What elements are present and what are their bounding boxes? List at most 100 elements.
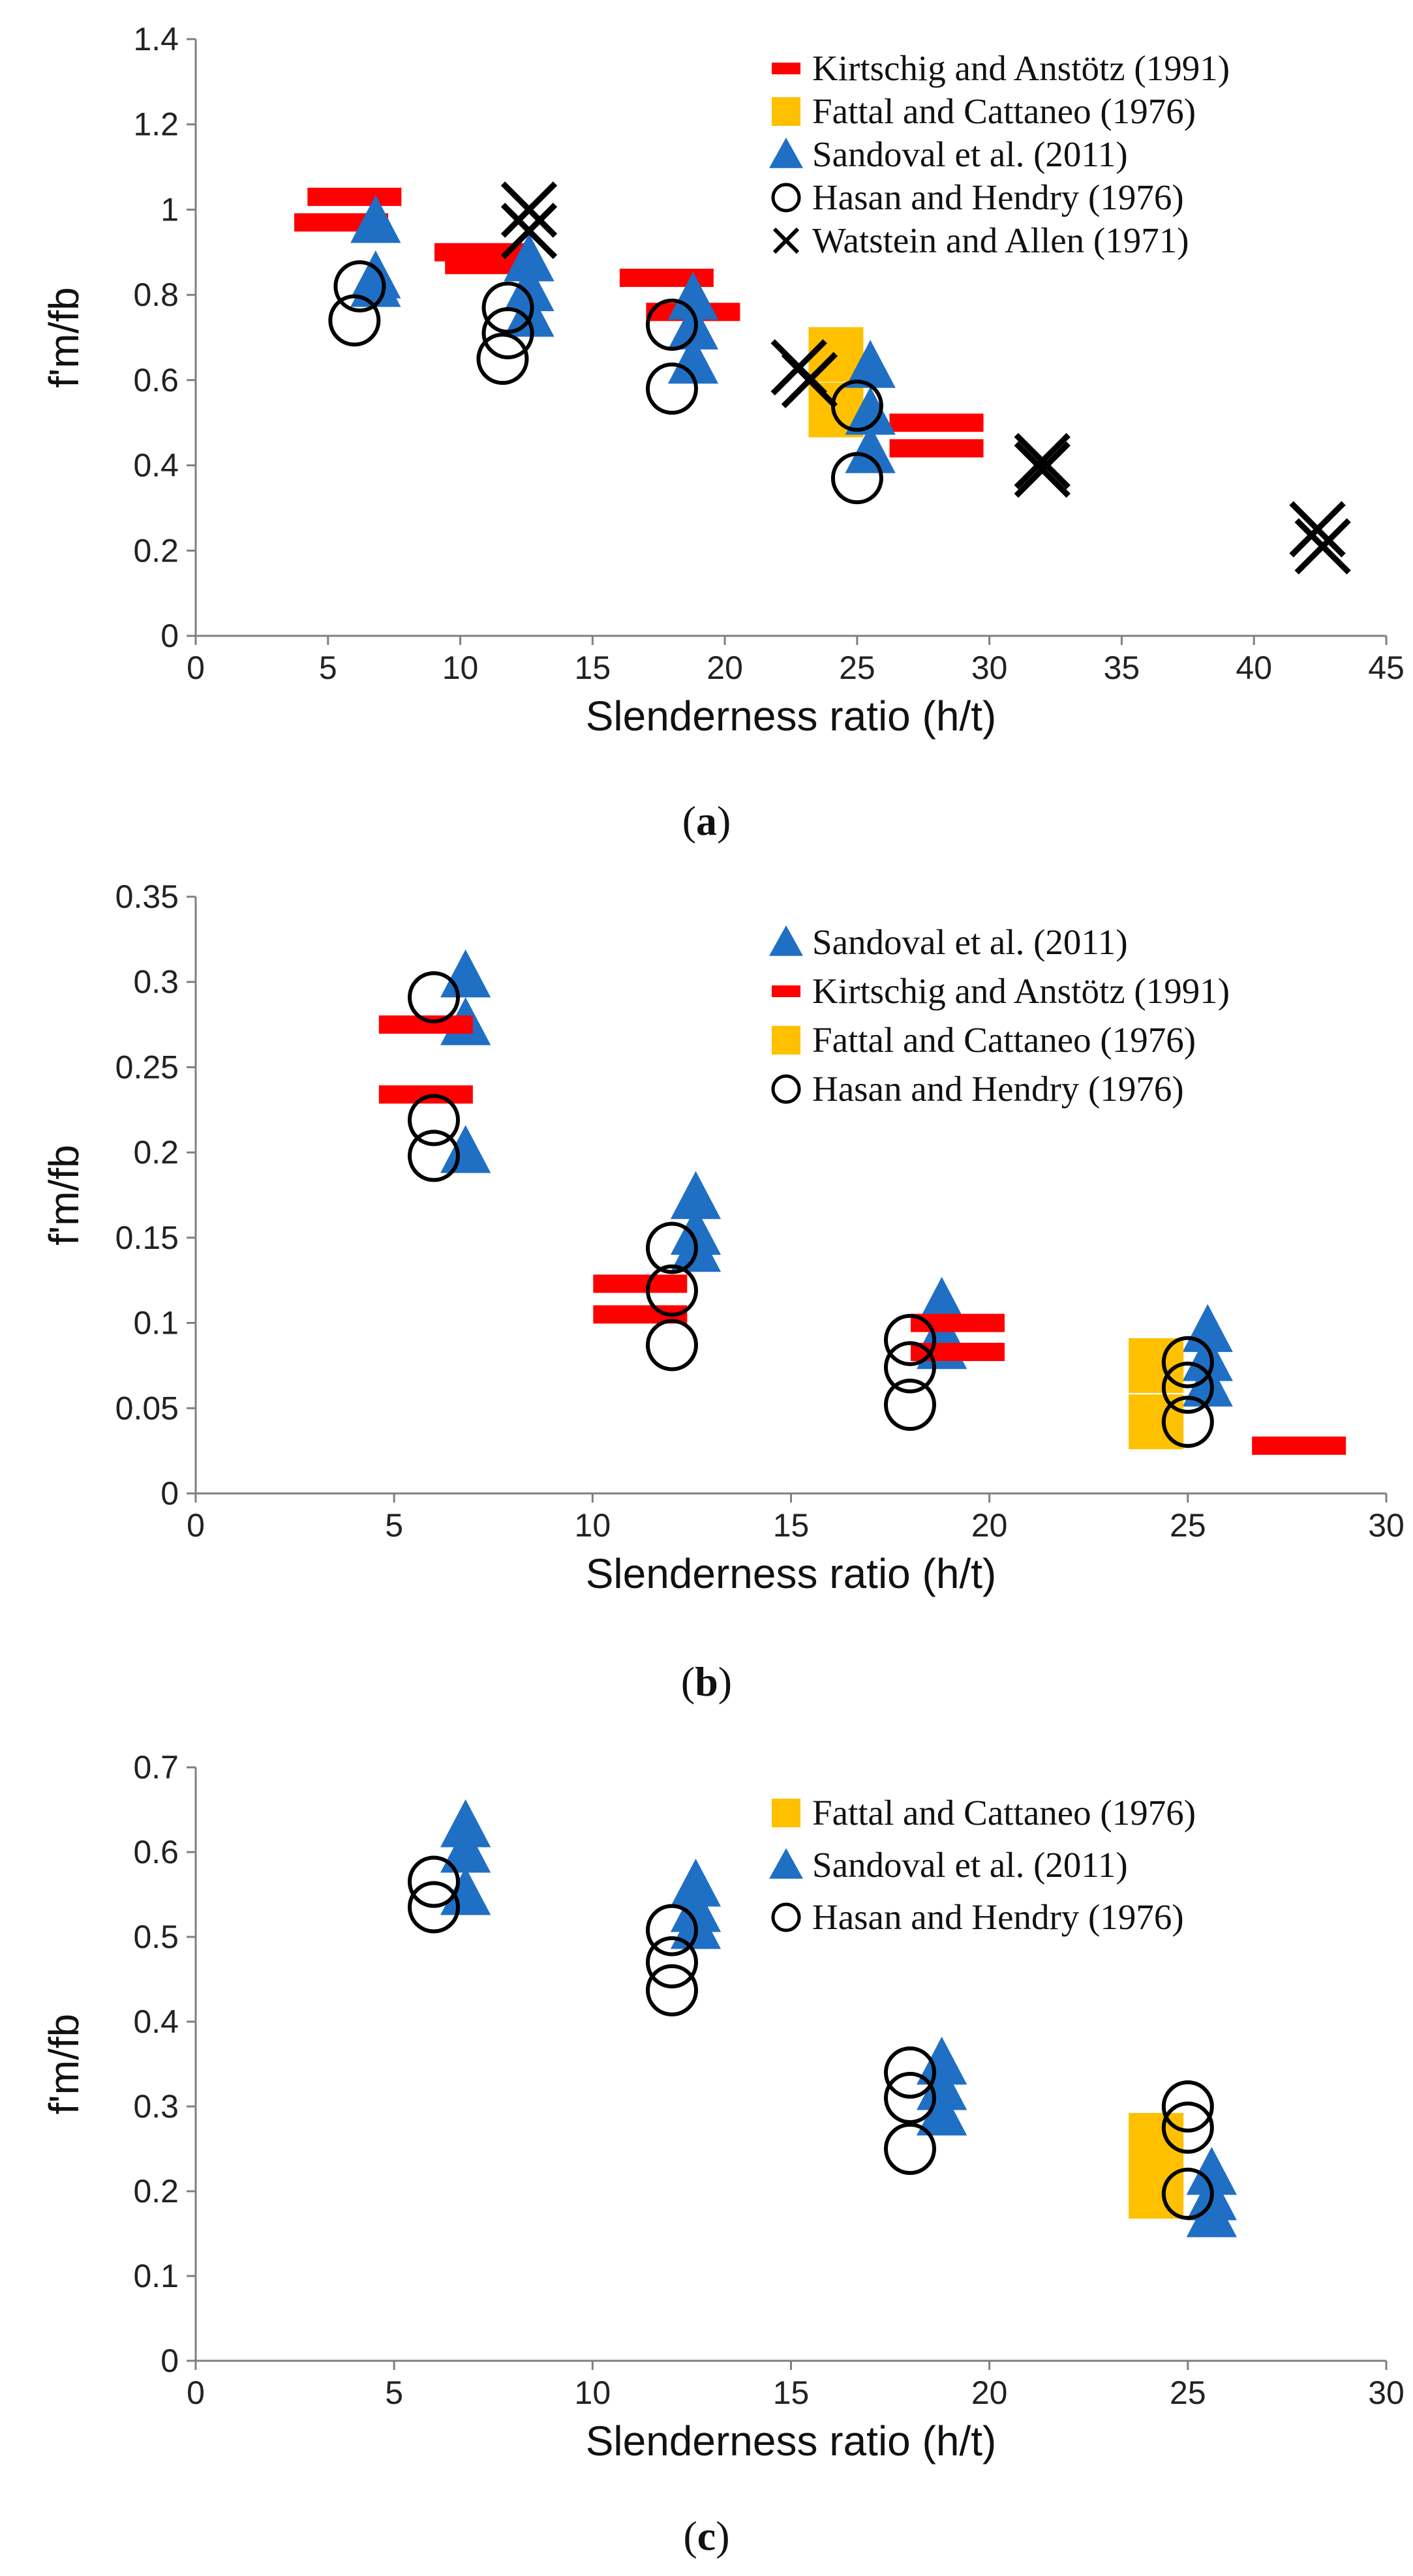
- legend-entry: Kirtschig and Anstötz (1991): [812, 48, 1230, 88]
- panel-label: (c): [683, 2513, 729, 2559]
- data-point-triangle: [1186, 2147, 1237, 2195]
- data-point-circle: [646, 1936, 698, 1988]
- legend-entry: Sandoval et al. (2011): [812, 134, 1128, 174]
- x-tick-label: 30: [971, 650, 1008, 686]
- legend-entry: Fattal and Cattaneo (1976): [812, 1793, 1196, 1833]
- x-tick-label: 30: [1368, 2374, 1405, 2411]
- y-tick-label: 0.4: [133, 2003, 179, 2040]
- x-tick-label: 15: [773, 1507, 810, 1544]
- y-tick-label: 1: [160, 191, 179, 228]
- data-point-dash: [889, 413, 984, 432]
- data-point-circle: [481, 307, 534, 359]
- data-point-circle: [408, 1130, 460, 1182]
- data-point-circle: [646, 1904, 698, 1956]
- y-tick-label: 0.2: [133, 2173, 179, 2209]
- legend-entry: Sandoval et al. (2011): [812, 922, 1128, 962]
- y-tick-label: 0.6: [133, 1834, 179, 1870]
- data-point-x: [1014, 441, 1071, 498]
- legend: Sandoval et al. (2011) Kirtschig and Anst…: [769, 922, 1230, 1109]
- x-axis-title: Slenderness ratio (h/t): [586, 693, 997, 740]
- data-point-dash: [307, 187, 402, 206]
- y-tick-label: 0.2: [133, 532, 179, 569]
- x-axis-title: Slenderness ratio (h/t): [586, 1550, 997, 1597]
- x-tick-label: 10: [442, 650, 479, 686]
- x-tick-label: 5: [385, 1507, 403, 1544]
- chart-panel-a: 0 0.2 0.4 0.6 0.8 1 1.2 1.4 0 5 10 15 20 25 30 35 40 45 Sl…: [40, 21, 1405, 844]
- data-point-triangle: [350, 259, 401, 307]
- data-point-circle: [646, 298, 698, 351]
- legend-marker: [772, 985, 800, 997]
- data-point-circle: [1161, 1336, 1214, 1388]
- panel-label: (b): [681, 1658, 732, 1705]
- data-point-circle: [646, 362, 698, 415]
- y-tick-label: 1.4: [133, 21, 179, 57]
- x-tick-label: 30: [1368, 1507, 1405, 1544]
- series-x: [500, 181, 1351, 575]
- legend-marker: [771, 1902, 801, 1932]
- y-tick-label: 0.4: [133, 447, 179, 484]
- y-tick-label: 0.3: [133, 964, 179, 1000]
- data-point-circle: [1161, 2080, 1214, 2133]
- data-point-triangle: [845, 425, 896, 473]
- data-point-x: [781, 352, 838, 409]
- data-point-circle: [884, 2046, 936, 2099]
- data-point-triangle: [667, 271, 719, 320]
- series-square: [1129, 1338, 1184, 1450]
- y-tick-label: 0.05: [115, 1390, 179, 1426]
- series-circle: [408, 971, 1214, 1448]
- y-tick-label: 0: [160, 1475, 179, 1512]
- y-tick-label: 0.1: [133, 2258, 179, 2294]
- data-point-circle: [1161, 2101, 1214, 2154]
- data-point-triangle: [845, 387, 896, 435]
- x-axis-title: Slenderness ratio (h/t): [586, 2418, 997, 2464]
- data-point-circle: [646, 1964, 698, 2016]
- data-point-circle: [884, 1313, 936, 1366]
- data-point-circle: [408, 1881, 460, 1934]
- legend-marker: [771, 1074, 801, 1104]
- data-point-triangle: [667, 301, 719, 350]
- x-tick-label: 0: [187, 2374, 205, 2411]
- y-tick-label: 0.6: [133, 362, 179, 398]
- data-point-circle: [1161, 1396, 1214, 1448]
- data-point-triangle: [504, 288, 555, 337]
- legend-marker: [769, 925, 803, 956]
- x-tick-label: 45: [1368, 650, 1405, 686]
- legend-entry: Hasan and Hendry (1976): [812, 1897, 1184, 1937]
- x-tick-label: 25: [1170, 1507, 1206, 1544]
- data-point-triangle: [917, 2088, 967, 2136]
- legend-marker: [772, 1799, 800, 1827]
- y-tick-label: 1.2: [133, 106, 179, 143]
- data-point-circle: [884, 2072, 936, 2124]
- data-point-triangle: [845, 340, 896, 388]
- data-point-triangle: [440, 949, 491, 998]
- y-tick-label: 0.5: [133, 1919, 179, 1955]
- data-point-circle: [476, 333, 529, 385]
- data-point-circle: [884, 1379, 936, 1431]
- legend-entry: Fattal and Cattaneo (1976): [812, 1020, 1196, 1060]
- legend-entry: Hasan and Hendry (1976): [812, 1069, 1184, 1109]
- series-square: [1129, 2113, 1184, 2219]
- data-point-triangle: [350, 195, 401, 243]
- data-point-dash: [889, 439, 984, 458]
- x-tick-label: 15: [575, 650, 611, 686]
- data-point-triangle: [917, 2062, 967, 2110]
- x-tick-label: 5: [319, 650, 337, 686]
- legend-entry: Watstein and Allen (1971): [812, 220, 1189, 260]
- data-point-circle: [830, 452, 883, 505]
- y-tick-label: 0.7: [133, 1749, 179, 1786]
- data-point-circle: [884, 1341, 936, 1394]
- data-point-circle: [646, 1319, 698, 1371]
- data-point-triangle: [1186, 2189, 1237, 2238]
- data-point-triangle: [1182, 1358, 1233, 1407]
- data-point-circle: [481, 281, 534, 334]
- series-circle: [408, 1855, 1214, 2220]
- legend-entry: Kirtschig and Anstötz (1991): [812, 971, 1230, 1011]
- legend-marker: [772, 1026, 800, 1055]
- series-circle: [328, 260, 883, 505]
- y-axis-title: f'm/fb: [40, 2014, 87, 2114]
- x-tick-label: 40: [1236, 650, 1272, 686]
- data-point-triangle: [440, 1125, 491, 1173]
- data-point-x: [1014, 432, 1071, 490]
- x-tick-label: 0: [187, 1507, 205, 1544]
